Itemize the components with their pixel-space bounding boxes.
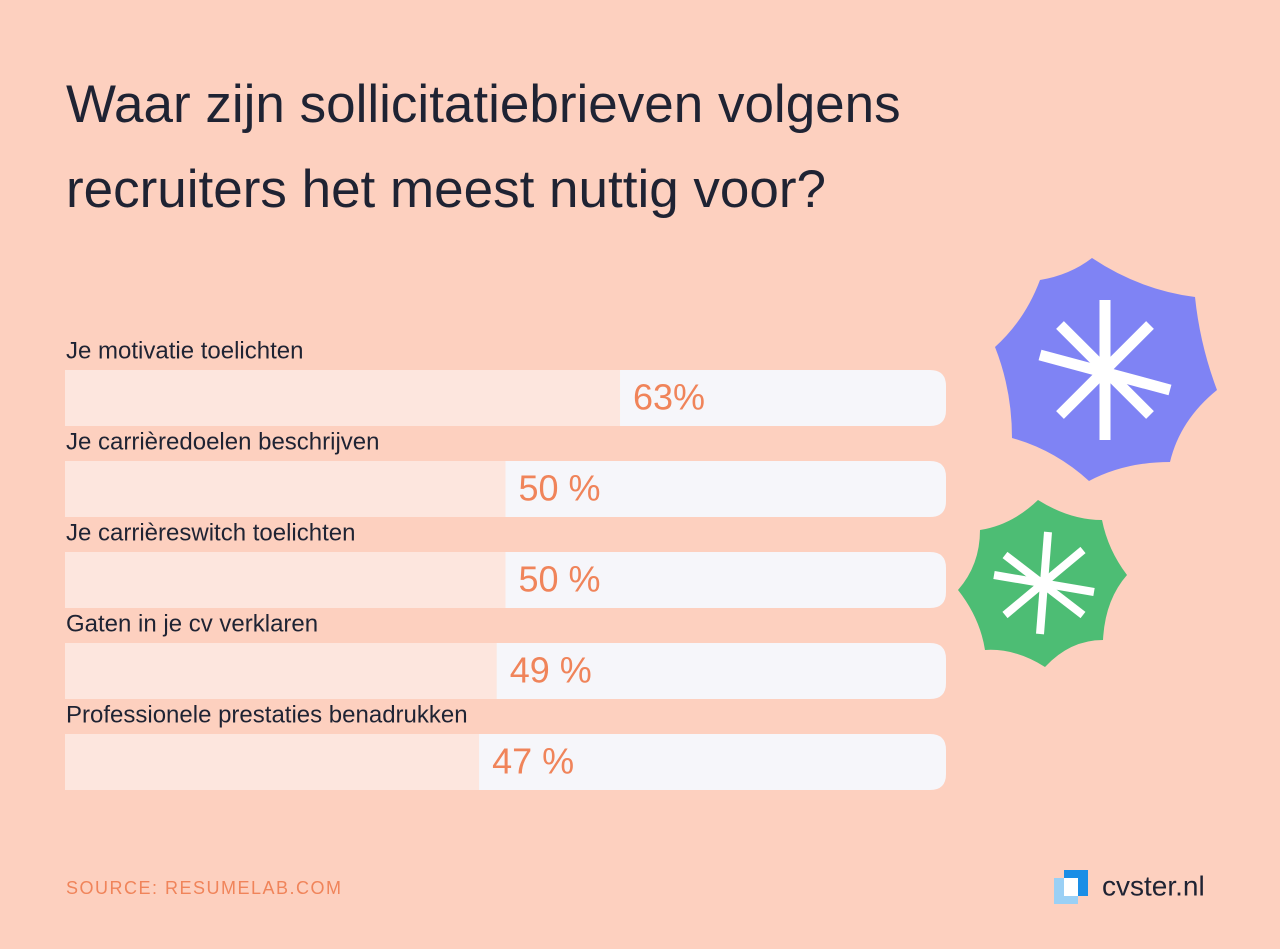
bar: [65, 552, 506, 608]
chart-title: Waar zijn sollicitatiebrieven volgens: [66, 75, 901, 134]
green-decoration: [958, 500, 1127, 667]
brand-logo: [1054, 870, 1088, 904]
category-label: Je carrièredoelen beschrijven: [66, 428, 380, 455]
value-label: 63%: [633, 377, 705, 418]
purple-decoration: [995, 258, 1217, 481]
category-label: Je carrièreswitch toelichten: [66, 519, 355, 546]
value-label: 50 %: [519, 468, 601, 509]
category-label: Gaten in je cv verklaren: [66, 610, 318, 637]
bar: [65, 643, 497, 699]
category-label: Je motivatie toelichten: [66, 337, 303, 364]
bar: [65, 461, 506, 517]
value-label: 50 %: [519, 559, 601, 600]
value-label: 49 %: [510, 650, 592, 691]
bar: [65, 734, 480, 790]
bar: [65, 370, 621, 426]
chart-title: recruiters het meest nuttig voor?: [66, 160, 826, 219]
source: SOURCE: RESUMELAB.COM: [66, 878, 343, 898]
category-label: Professionele prestaties benadrukken: [66, 701, 468, 728]
value-label: 47 %: [492, 741, 574, 782]
brand: cvster.nl: [1102, 870, 1205, 901]
